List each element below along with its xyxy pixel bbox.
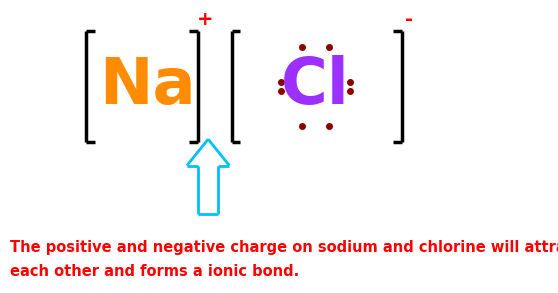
Text: -: - [405, 10, 413, 28]
Text: The positive and negative charge on sodium and chlorine will attract: The positive and negative charge on sodi… [10, 240, 558, 255]
Text: Cl: Cl [281, 55, 350, 117]
Text: Na: Na [99, 55, 196, 117]
Text: +: + [197, 10, 214, 28]
Text: each other and forms a ionic bond.: each other and forms a ionic bond. [10, 264, 299, 280]
